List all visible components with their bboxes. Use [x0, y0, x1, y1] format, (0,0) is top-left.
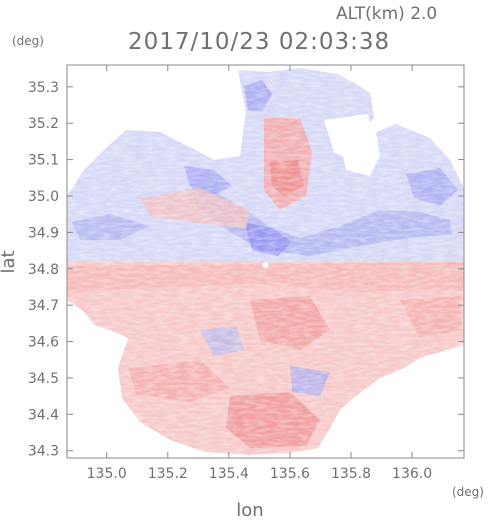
y-tick-label: 35.1: [28, 153, 59, 169]
y-tick-label: 34.8: [28, 262, 59, 278]
y-tick-label: 34.3: [28, 444, 59, 460]
x-tick-label: 135.8: [331, 466, 371, 482]
gap-north-east-corner: [300, 65, 464, 170]
x-tick-label: 136.0: [392, 466, 432, 482]
plot-frame: [66, 64, 465, 459]
y-tick-label: 35.3: [28, 80, 59, 96]
y-tick-label: 34.5: [28, 371, 59, 387]
y-tick-label: 34.9: [28, 225, 59, 241]
gap-south-east: [322, 352, 464, 458]
gap-north-east: [324, 114, 376, 164]
lat-unit-label: (deg): [12, 34, 44, 48]
x-axis-label: lon: [236, 500, 263, 521]
gap-north-west: [67, 65, 240, 160]
lon-unit-label: (deg): [452, 485, 484, 499]
y-axis-ticks: 34.3 34.4 34.5 34.6 34.7 34.8 34.9 35.0 35.1 35.2…: [28, 80, 464, 460]
x-tick-label: 135.4: [209, 466, 249, 482]
x-tick-label: 135.6: [270, 466, 310, 482]
gap-south-west: [67, 305, 160, 458]
y-tick-label: 35.2: [28, 116, 59, 132]
x-tick-label: 135.2: [148, 466, 188, 482]
altitude-label: ALT(km) 2.0: [336, 4, 437, 24]
radar-coverage: [67, 65, 464, 458]
y-tick-label: 34.6: [28, 335, 59, 351]
x-tick-label: 135.0: [87, 466, 127, 482]
plot-area: [67, 65, 464, 458]
y-tick-label: 34.7: [28, 298, 59, 314]
y-axis-label: lat: [0, 250, 19, 273]
radar-center-marker: [262, 262, 269, 269]
timestamp-title: 2017/10/23 02:03:38: [128, 29, 390, 55]
y-tick-label: 35.0: [28, 189, 59, 205]
x-axis-ticks: 135.0 135.2 135.4 135.6 135.8 136.0: [87, 65, 432, 482]
y-tick-label: 34.4: [28, 407, 59, 423]
